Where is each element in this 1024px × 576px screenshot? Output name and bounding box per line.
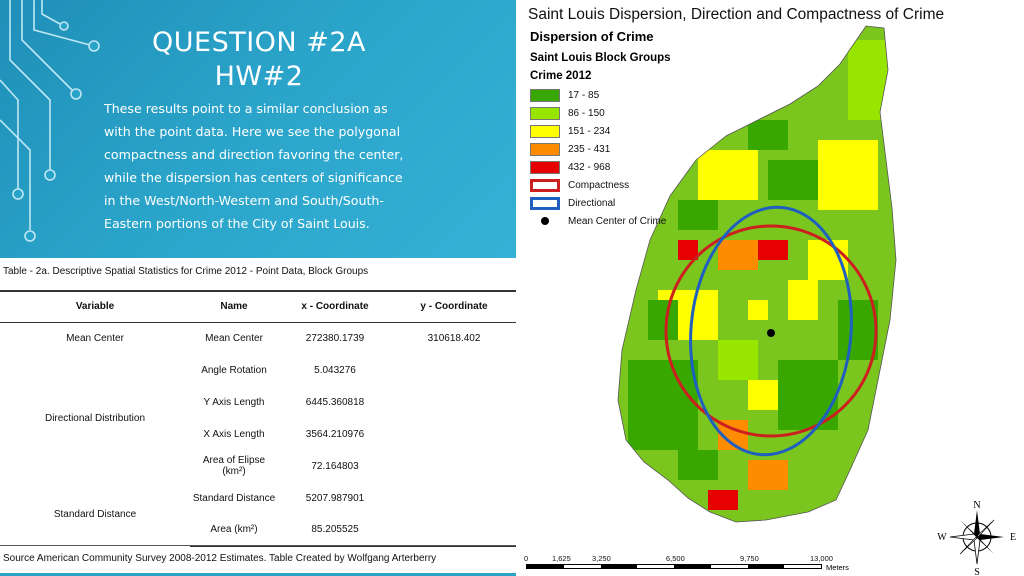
source-note: Source American Community Survey 2008-20… <box>3 553 437 564</box>
cell-x: 5.043276 <box>314 364 356 376</box>
slide-body-text: These results point to a similar conclus… <box>104 101 404 231</box>
cell-name: Standard Distance <box>192 492 276 504</box>
divider <box>0 545 516 546</box>
cell-y <box>392 418 516 450</box>
table-row: Standard Distance Standard Distance 5207… <box>0 482 516 520</box>
cell-name: Area (km²) <box>190 514 278 547</box>
scale-bar-graphic <box>526 564 822 569</box>
legend-item-compactness: Compactness <box>530 176 666 194</box>
cell-y <box>392 354 516 386</box>
scale-label: 13,000 <box>810 554 833 563</box>
compass-e: E <box>1010 532 1016 543</box>
map-panel: Saint Louis Dispersion, Direction and Co… <box>518 0 1024 576</box>
scale-label: 0 <box>524 554 529 563</box>
legend-item: 17 - 85 <box>530 86 666 104</box>
table-caption: Table - 2a. Descriptive Spatial Statisti… <box>3 266 369 277</box>
cell-y <box>392 482 516 514</box>
title-line-2: HW#2 <box>214 61 304 92</box>
cell-name: X Axis Length <box>203 428 265 440</box>
cell-variable: Mean Center <box>66 332 124 344</box>
stats-table: Variable Name x - Coordinate y - Coordin… <box>0 290 516 547</box>
compactness-circle <box>664 224 878 438</box>
table-row: X Axis Length 3564.210976 <box>0 418 516 450</box>
table-row: Directional Distribution Angle Rotation … <box>0 354 516 424</box>
cell-x: 72.164803 <box>311 460 359 472</box>
cell-name: Area of Elipse (km²) <box>202 455 266 477</box>
cell-x: 3564.210976 <box>305 428 365 440</box>
bottom-accent-bar <box>0 573 516 576</box>
scale-label: 3,250 <box>592 554 611 563</box>
cell-variable: Directional Distribution <box>44 412 146 424</box>
cell-x: 272380.1739 <box>305 332 365 344</box>
legend-item-directional: Directional <box>530 194 666 212</box>
mean-center-symbol <box>530 215 560 228</box>
compactness-swatch <box>530 178 560 192</box>
scale-bar: 0 1,625 3,250 6,500 9,750 13,000 Meters <box>522 554 852 574</box>
scale-label: 6,500 <box>666 554 685 563</box>
legend-swatch <box>530 88 560 102</box>
city-map <box>617 25 897 523</box>
cell-x: 85.205525 <box>278 514 392 547</box>
directional-swatch <box>530 196 560 210</box>
cell-y <box>392 386 516 418</box>
scale-label: 9,750 <box>740 554 759 563</box>
header-name: Name <box>190 290 278 323</box>
cell-x: 5207.987901 <box>305 492 365 504</box>
table-row: Mean Center Mean Center 272380.1739 3106… <box>0 322 516 354</box>
cell-y <box>392 450 516 482</box>
legend-item: 235 - 431 <box>530 140 666 158</box>
table-row: Area of Elipse (km²) 72.164803 <box>0 450 516 482</box>
mean-center-point <box>767 329 775 337</box>
legend-layer-name: Saint Louis Block Groups <box>530 52 671 64</box>
legend-swatch <box>530 124 560 138</box>
title-panel: QUESTION #2A HW#2 These results point to… <box>0 0 516 258</box>
table-header-row: Variable Name x - Coordinate y - Coordin… <box>0 290 516 323</box>
compass-w: W <box>937 532 947 543</box>
table-row: Y Axis Length 6445.360818 <box>0 386 516 418</box>
legend-swatch <box>530 160 560 174</box>
cell-name: Mean Center <box>205 332 263 344</box>
legend-label: 432 - 968 <box>568 161 611 173</box>
compass-s: S <box>974 567 980 576</box>
scale-label: 1,625 <box>552 554 571 563</box>
legend-item: 151 - 234 <box>530 122 666 140</box>
legend-label: 151 - 234 <box>568 125 611 137</box>
map-title: Saint Louis Dispersion, Direction and Co… <box>528 6 945 23</box>
compass-n: N <box>973 500 980 511</box>
compass-rose-icon: N S W E <box>937 500 1016 576</box>
legend-label: 86 - 150 <box>568 107 605 119</box>
legend-swatch <box>530 142 560 156</box>
slide-title: QUESTION #2A HW#2 <box>120 26 398 94</box>
legend-field-name: Crime 2012 <box>530 70 592 82</box>
header-x-coordinate: x - Coordinate <box>278 290 392 323</box>
cell-variable: Standard Distance <box>53 508 137 520</box>
legend-label: Mean Center of Crime <box>568 215 667 227</box>
directional-ellipse <box>689 205 853 457</box>
header-variable: Variable <box>0 290 190 323</box>
circuit-decoration <box>0 0 100 242</box>
legend-label: Directional <box>568 197 616 209</box>
legend: 17 - 85 86 - 150 151 - 234 235 - 431 432… <box>530 86 666 230</box>
scale-unit: Meters <box>826 563 849 572</box>
legend-label: 235 - 431 <box>568 143 611 155</box>
legend-title: Dispersion of Crime <box>530 29 654 44</box>
legend-swatch <box>530 106 560 120</box>
cell-y: 310618.402 <box>427 332 481 344</box>
cell-name: Angle Rotation <box>201 364 267 376</box>
cell-name: Y Axis Length <box>203 396 265 408</box>
legend-item: 432 - 968 <box>530 158 666 176</box>
legend-label: Compactness <box>568 179 630 191</box>
title-line-1: QUESTION #2A <box>152 27 366 58</box>
legend-item-mean-center: Mean Center of Crime <box>530 212 666 230</box>
legend-label: 17 - 85 <box>568 89 600 101</box>
cell-x: 6445.360818 <box>305 396 365 408</box>
header-y-coordinate: y - Coordinate <box>392 290 516 323</box>
cell-y <box>392 514 516 547</box>
legend-item: 86 - 150 <box>530 104 666 122</box>
